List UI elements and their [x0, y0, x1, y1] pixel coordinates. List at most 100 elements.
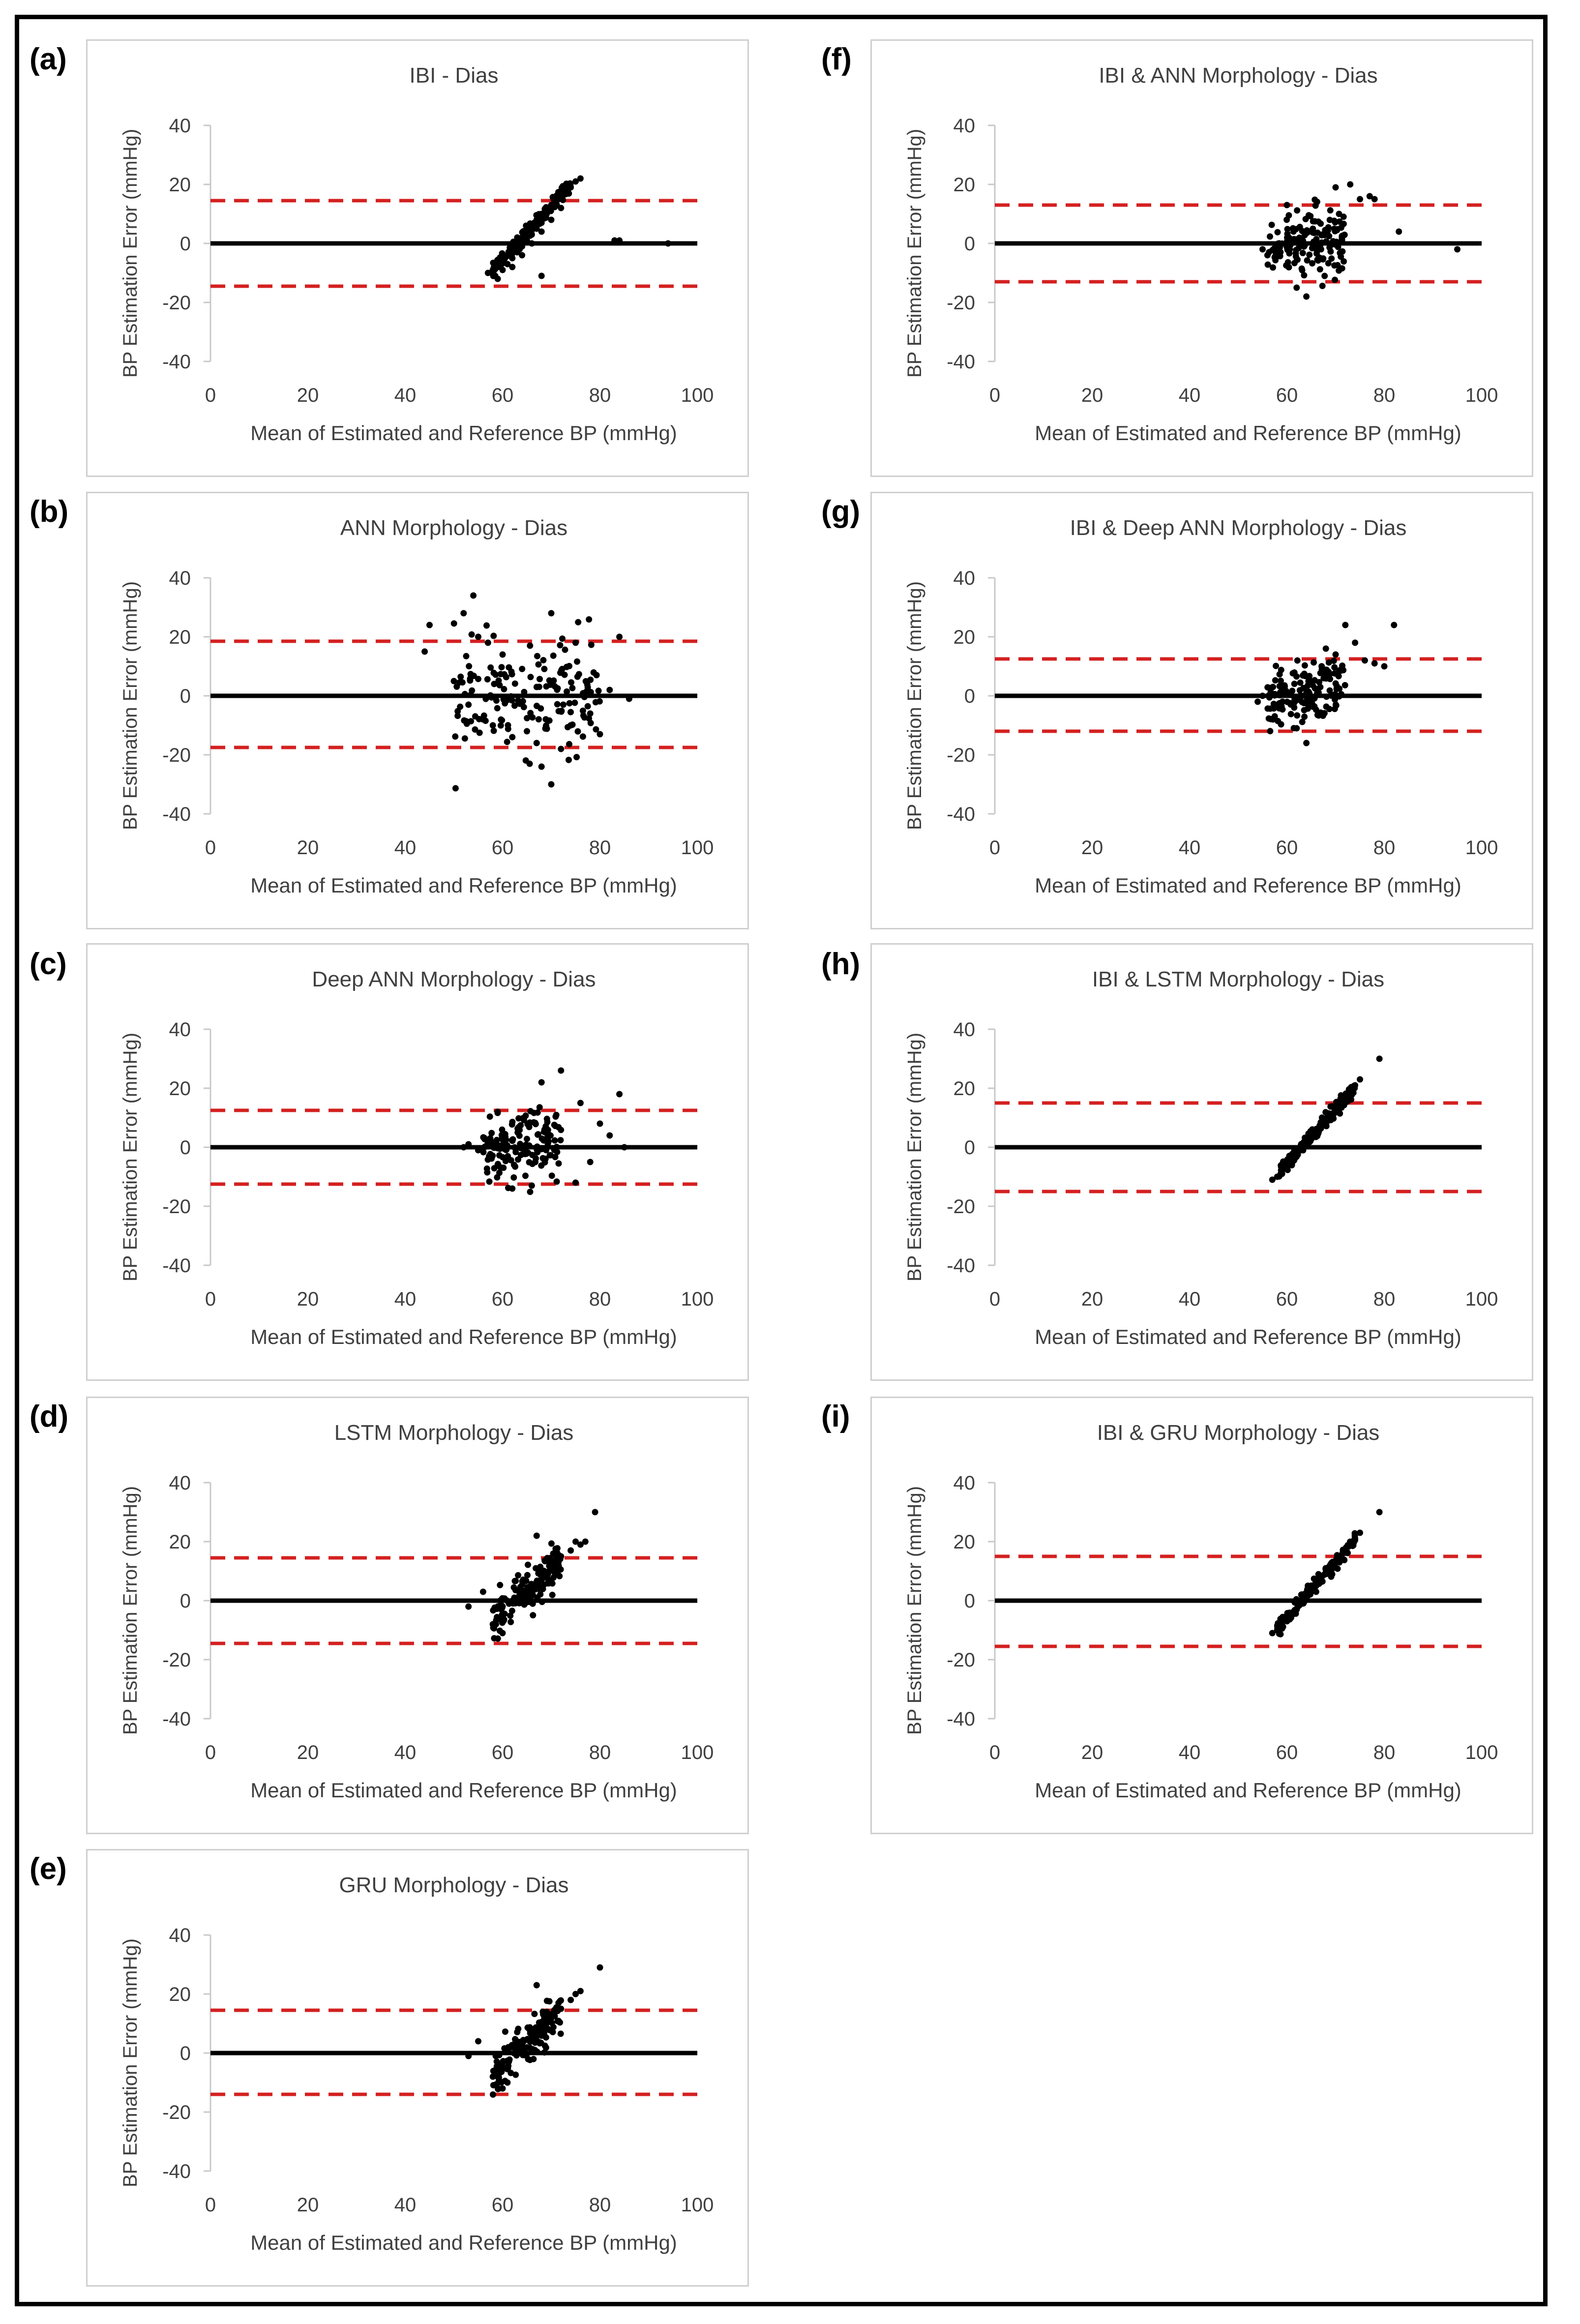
chart-panel-h: IBI & LSTM Morphology - Dias 40 20 0 -20 -40 0…: [870, 943, 1533, 1381]
data-point: [1331, 664, 1338, 671]
data-point: [1264, 261, 1271, 268]
x-tick-label: 60: [1276, 1288, 1298, 1310]
data-point: [1317, 684, 1324, 690]
data-point: [1268, 221, 1275, 228]
data-point: [508, 1137, 515, 1144]
y-tick-label: 40: [954, 567, 976, 589]
data-point: [553, 1178, 560, 1185]
chart-title: IBI & ANN Morphology - Dias: [1099, 63, 1377, 88]
data-point: [545, 717, 551, 724]
data-point: [557, 642, 564, 649]
y-tick-label: 0: [180, 1137, 191, 1159]
y-tick-label: -20: [162, 1196, 191, 1218]
chart-title: IBI & Deep ANN Morphology - Dias: [1070, 516, 1407, 540]
data-point: [490, 727, 497, 734]
data-point: [579, 733, 586, 740]
data-point: [534, 1578, 540, 1585]
data-point: [548, 216, 555, 223]
data-point: [497, 722, 504, 729]
data-point: [555, 1999, 562, 2006]
chart-panel-i: IBI & GRU Morphology - Dias 40 20 0 -20 -40 0 2…: [870, 1397, 1533, 1834]
data-point: [498, 716, 505, 723]
data-point: [1325, 260, 1332, 267]
data-point: [592, 699, 599, 706]
data-point: [1315, 689, 1322, 696]
data-point: [548, 1540, 555, 1547]
chart-panel-d: LSTM Morphology - Dias 40 20 0 -20 -40 0 20 40 60…: [86, 1397, 749, 1834]
data-point: [595, 687, 602, 694]
data-point: [1311, 695, 1317, 702]
data-point: [1317, 220, 1324, 227]
data-point: [1290, 725, 1297, 732]
data-point: [1326, 687, 1333, 694]
data-point: [1294, 657, 1301, 664]
data-point: [536, 220, 543, 227]
x-tick-label: 80: [1373, 837, 1396, 859]
data-point: [519, 240, 526, 246]
y-axis-label: BP Estimation Error (mmHg): [904, 1033, 925, 1281]
data-point: [560, 197, 566, 204]
data-point: [1304, 229, 1311, 236]
data-point: [450, 620, 457, 627]
chart-panel-g: IBI & Deep ANN Morphology - Dias 40 20 0 -20…: [870, 492, 1533, 929]
data-point: [493, 1617, 500, 1623]
data-point: [549, 1591, 556, 1598]
y-tick-label: 20: [954, 174, 976, 196]
data-point: [521, 688, 528, 695]
data-point: [489, 722, 496, 729]
data-point: [1270, 264, 1276, 271]
x-tick-label: 40: [394, 1742, 417, 1763]
data-point: [527, 227, 534, 234]
data-point: [586, 616, 593, 623]
data-point: [542, 1156, 549, 1162]
data-point: [525, 1561, 531, 1568]
data-point: [480, 1149, 487, 1156]
x-tick-label: 20: [297, 1742, 319, 1763]
data-point: [486, 1113, 493, 1120]
data-point: [493, 697, 500, 704]
data-point: [581, 714, 588, 721]
data-point: [1352, 1537, 1358, 1544]
data-point: [1321, 272, 1328, 279]
data-point: [1298, 265, 1305, 272]
data-point: [561, 671, 568, 678]
data-point: [1332, 219, 1339, 226]
x-tick-label: 0: [205, 837, 216, 859]
y-tick-label: -40: [162, 1708, 191, 1730]
data-point: [519, 1144, 526, 1151]
data-point: [498, 2079, 505, 2086]
data-point: [1275, 717, 1282, 724]
data-point: [1302, 216, 1309, 222]
data-point: [513, 2042, 520, 2049]
data-point: [1371, 660, 1378, 667]
x-tick-label: 80: [589, 2194, 611, 2216]
data-point: [549, 1580, 556, 1587]
data-point: [544, 206, 551, 213]
data-point: [1312, 685, 1318, 692]
data-point: [1304, 257, 1311, 264]
data-point: [1265, 692, 1272, 699]
data-point: [577, 1541, 584, 1548]
data-point: [511, 702, 518, 709]
y-tick-label: -20: [162, 2102, 191, 2123]
data-point: [587, 676, 594, 683]
data-point: [528, 1182, 535, 1189]
y-tick-label: 0: [964, 1137, 975, 1159]
data-point: [1341, 1102, 1347, 1108]
data-point: [496, 2052, 503, 2058]
data-point: [1291, 681, 1298, 687]
y-tick-label: 40: [169, 567, 191, 589]
data-point: [496, 1627, 503, 1634]
data-point: [1280, 1160, 1286, 1167]
data-point: [1311, 659, 1317, 666]
data-point: [1324, 1566, 1331, 1573]
data-point: [538, 1162, 545, 1169]
data-point: [534, 1149, 541, 1156]
data-point: [1371, 196, 1378, 203]
data-point: [1343, 1097, 1350, 1104]
data-point: [1323, 238, 1330, 245]
data-point: [1311, 703, 1318, 710]
y-tick-label: -20: [162, 292, 191, 314]
data-point: [465, 2053, 472, 2059]
data-point: [533, 1155, 539, 1162]
